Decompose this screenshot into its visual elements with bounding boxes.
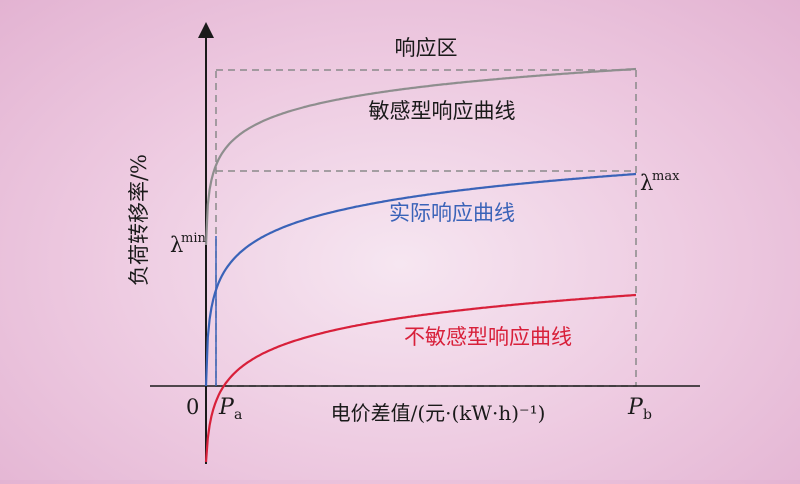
lambda-min-label: λ min xyxy=(170,231,206,257)
origin-label: 0 xyxy=(186,395,199,419)
pa-label: P a xyxy=(218,395,242,423)
pb-label: P b xyxy=(627,395,652,423)
pb-label-sub: b xyxy=(643,407,652,423)
pb-label-main: P xyxy=(627,395,644,420)
insensitive-response-curve xyxy=(204,293,637,463)
sensitive-curve-label: 敏感型响应曲线 xyxy=(369,99,516,123)
region-label: 响应区 xyxy=(395,36,458,60)
x-axis-label: 电价差值/(元·(kW·h)⁻¹) xyxy=(331,401,546,425)
lambda-min-sup: min xyxy=(181,231,206,246)
lambda-max-sup: max xyxy=(652,169,680,184)
lambda-max-label: λ max xyxy=(640,169,680,195)
actual-curve-label: 实际响应曲线 xyxy=(389,201,515,225)
response-region-box xyxy=(215,69,637,387)
pa-label-sub: a xyxy=(234,407,242,423)
insensitive-curve-label: 不敏感型响应曲线 xyxy=(404,325,572,349)
actual-response-curve xyxy=(204,172,637,387)
sensitive-response-curve xyxy=(204,67,637,246)
lambda-max-main: λ xyxy=(640,171,653,195)
pa-label-main: P xyxy=(218,395,235,420)
y-axis-label: 负荷转移率/% xyxy=(127,154,151,286)
lambda-min-main: λ xyxy=(170,233,183,257)
